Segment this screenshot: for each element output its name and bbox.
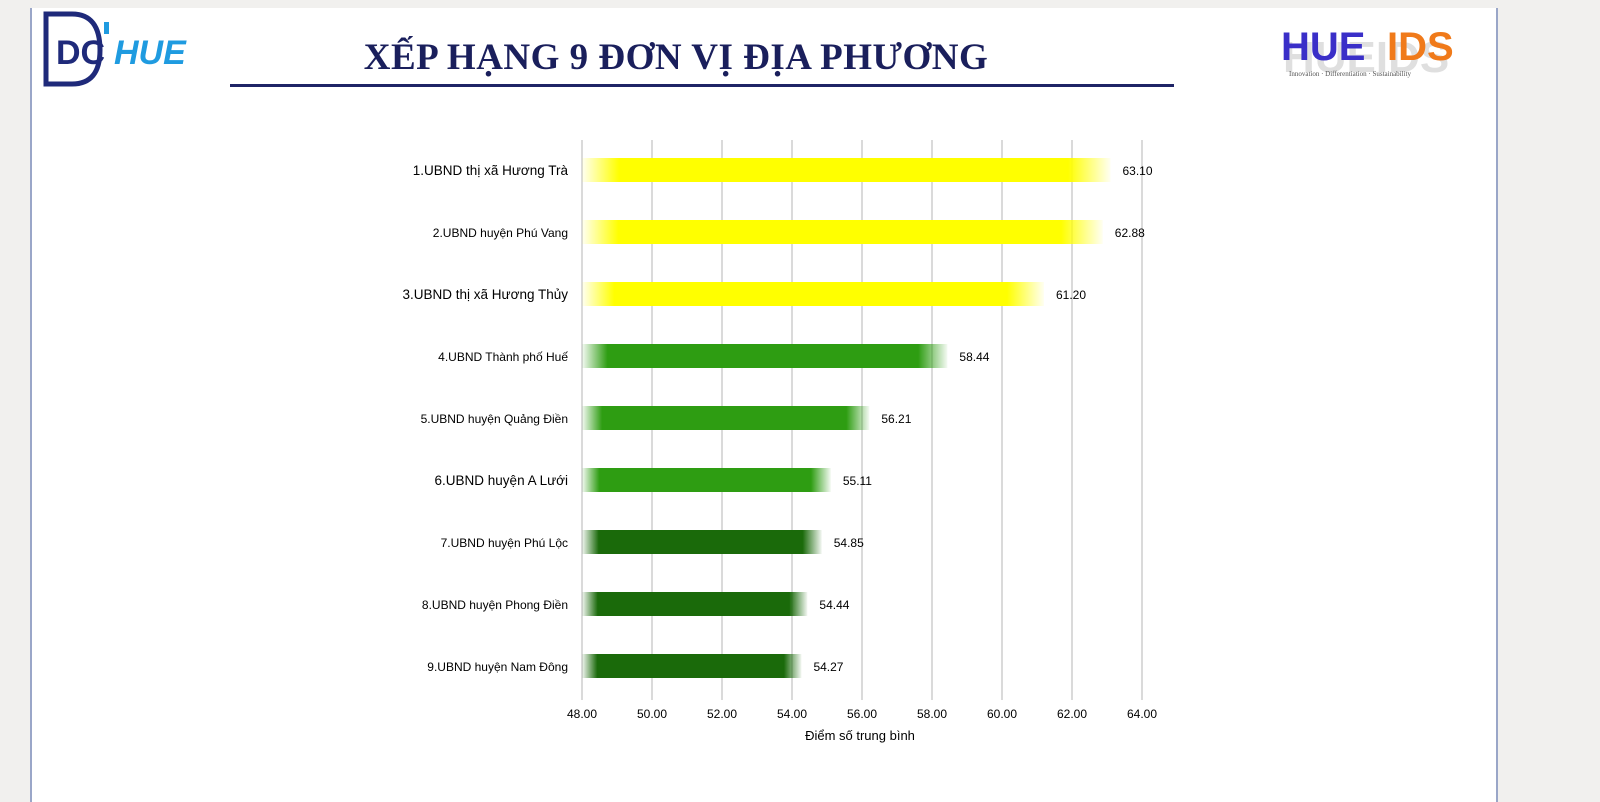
bar-value-label: 63.10: [1123, 164, 1153, 178]
svg-text:HUEIDS: HUEIDS: [1283, 33, 1449, 82]
slide: DC HUE XẾP HẠNG 9 ĐƠN VỊ ĐỊA PHƯƠNG HUEI…: [30, 8, 1498, 802]
x-tick-label: 56.00: [847, 707, 877, 721]
bar-value-label: 62.88: [1115, 226, 1145, 240]
labels: 48.00 50.00 52.00 54.00 56.00 58.00 60.00 62.00…: [403, 163, 1158, 721]
svg-text:HUE: HUE: [1281, 25, 1365, 69]
x-tick-label: 48.00: [567, 707, 597, 721]
category-label: 3.UBND thị xã Hương Thủy: [403, 287, 569, 302]
ranking-bar-chart: 48.00 50.00 52.00 54.00 56.00 58.00 60.00 62.00…: [403, 140, 1158, 743]
bar: [582, 282, 1044, 306]
hueids-logo: HUEIDS HUE IDS Innovation · Differentiat…: [1281, 25, 1454, 82]
category-label: 7.UBND huyện Phú Lộc: [441, 536, 568, 550]
x-tick-label: 62.00: [1057, 707, 1087, 721]
bar: [582, 220, 1103, 244]
bar-value-label: 54.85: [834, 536, 864, 550]
bar: [582, 344, 948, 368]
bar-value-label: 55.11: [843, 474, 872, 488]
category-label: 5.UBND huyện Quảng Điền: [421, 412, 568, 426]
bar: [582, 530, 822, 554]
bar-value-label: 61.20: [1056, 288, 1086, 302]
category-label: 8.UBND huyện Phong Điền: [422, 598, 568, 612]
bar-value-label: 54.44: [819, 598, 849, 612]
dcihue-logo: DC HUE: [43, 11, 187, 87]
x-tick-label: 52.00: [707, 707, 737, 721]
bar: [582, 406, 870, 430]
category-label: 6.UBND huyện A Lưới: [435, 473, 568, 488]
x-tick-label: 58.00: [917, 707, 947, 721]
bar: [582, 468, 831, 492]
x-tick-label: 54.00: [777, 707, 807, 721]
category-label: 9.UBND huyện Nam Đông: [427, 660, 568, 674]
bar: [582, 654, 802, 678]
x-axis-title: Điểm số trung bình: [805, 728, 915, 743]
svg-text:Innovation · Differentiation ·: Innovation · Differentiation · Sustainab…: [1289, 70, 1411, 78]
category-label: 1.UBND thị xã Hương Trà: [413, 163, 569, 178]
x-tick-label: 64.00: [1127, 707, 1157, 721]
x-tick-label: 50.00: [637, 707, 667, 721]
bar-value-label: 54.27: [813, 660, 843, 674]
svg-text:DC: DC: [56, 34, 105, 72]
category-label: 4.UBND Thành phố Huế: [438, 350, 568, 364]
page-title: XẾP HẠNG 9 ĐƠN VỊ ĐỊA PHƯƠNG: [363, 37, 989, 78]
svg-text:IDS: IDS: [1387, 25, 1454, 69]
bars: [582, 158, 1111, 678]
category-label: 2.UBND huyện Phú Vang: [433, 226, 568, 240]
bar-value-label: 58.44: [959, 350, 989, 364]
bar: [582, 158, 1111, 182]
title-underline: [230, 84, 1174, 87]
svg-text:HUE: HUE: [114, 34, 187, 72]
x-tick-label: 60.00: [987, 707, 1017, 721]
bar-value-label: 56.21: [881, 412, 911, 426]
bar: [582, 592, 808, 616]
